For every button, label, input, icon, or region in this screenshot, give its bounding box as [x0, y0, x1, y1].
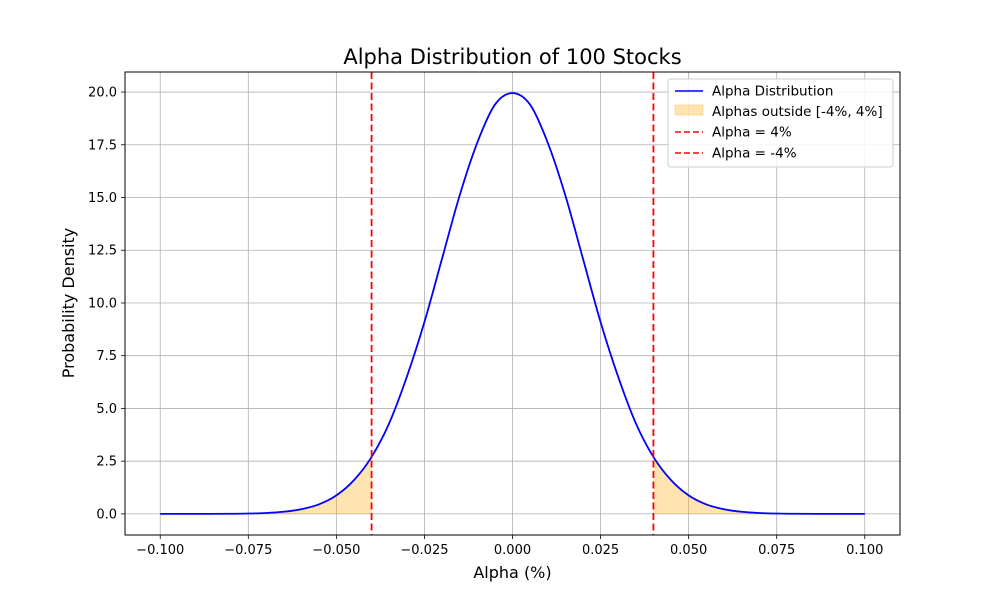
- y-axis-label: Probability Density: [59, 228, 78, 379]
- y-tick-label: 2.5: [96, 455, 117, 470]
- grid: [125, 72, 900, 535]
- y-axis-ticks: 0.0 2.5 5.0 7.5 10.0 12.5 15.0 17.5 20.0: [88, 86, 125, 522]
- legend-box: [667, 78, 894, 168]
- legend-swatch-outside-range: [674, 104, 704, 116]
- y-tick-label: 5.0: [96, 402, 117, 417]
- y-tick-label: 17.5: [88, 138, 117, 153]
- x-tick-label: −0.075: [224, 543, 272, 558]
- y-tick-label: 15.0: [88, 191, 117, 206]
- distribution-curve-layer: [160, 92, 865, 515]
- chart-title: Alpha Distribution of 100 Stocks: [343, 45, 681, 69]
- x-tick-label: 0.050: [670, 543, 707, 558]
- legend-label-alpha-4: Alpha = 4%: [712, 125, 792, 141]
- legend-label-alpha-distribution: Alpha Distribution: [712, 84, 833, 100]
- y-tick-label: 10.0: [88, 296, 117, 311]
- alpha-distribution-curve: [160, 92, 865, 515]
- x-tick-label: 0.025: [582, 543, 619, 558]
- tail-fill-area: [653, 456, 865, 514]
- y-tick-label: 7.5: [96, 349, 117, 364]
- x-tick-label: 0.000: [494, 543, 531, 558]
- x-tick-label: −0.100: [136, 543, 184, 558]
- legend-label-alpha-neg-4: Alpha = -4%: [712, 146, 797, 162]
- legend-label-outside-range: Alphas outside [-4%, 4%]: [712, 104, 883, 120]
- threshold-lines: [370, 72, 655, 535]
- y-tick-label: 12.5: [88, 244, 117, 259]
- legend: Alpha Distribution Alphas outside [-4%, …: [667, 78, 894, 168]
- x-tick-label: 0.075: [758, 543, 795, 558]
- tail-fill-areas: [160, 456, 865, 514]
- x-tick-label: −0.050: [312, 543, 360, 558]
- x-axis-label: Alpha (%): [473, 563, 551, 582]
- x-tick-label: −0.025: [400, 543, 448, 558]
- y-tick-label: 20.0: [88, 86, 117, 101]
- y-tick-label: 0.0: [96, 507, 117, 522]
- x-axis-ticks: −0.100 −0.075 −0.050 −0.025 0.000 0.025 0.050 0…: [136, 535, 883, 558]
- x-tick-label: 0.100: [846, 543, 883, 558]
- tail-fill-area: [160, 456, 372, 514]
